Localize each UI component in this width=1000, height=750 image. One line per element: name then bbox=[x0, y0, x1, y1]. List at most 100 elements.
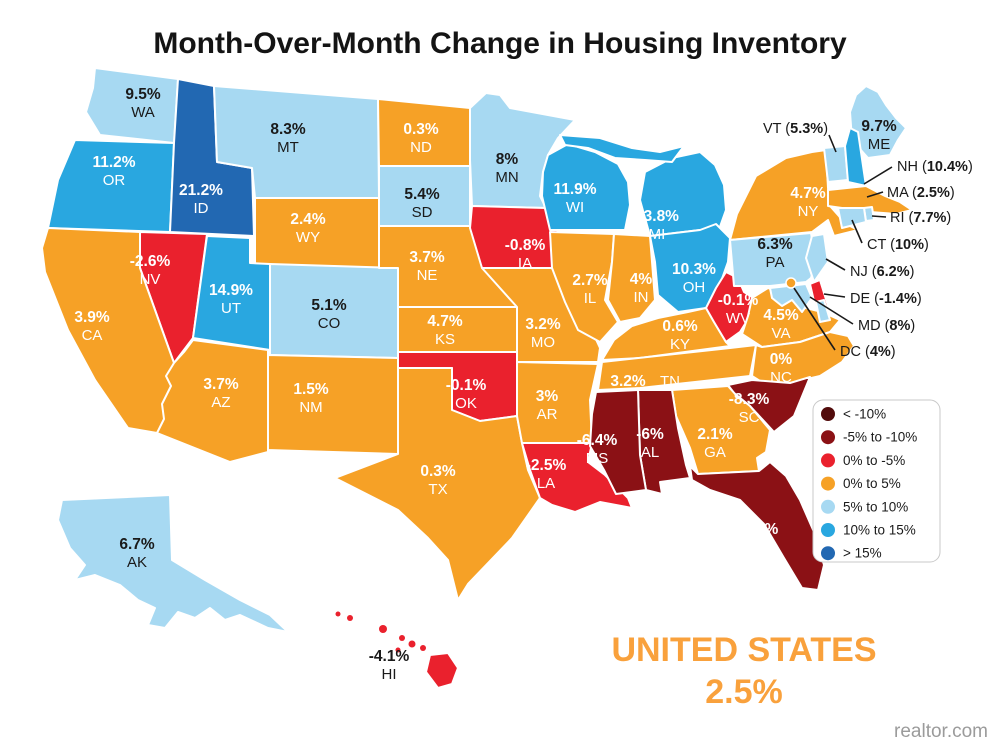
state-AK bbox=[57, 494, 289, 633]
callout-label-MA: MA (2.5%) bbox=[887, 185, 955, 201]
state-label-SC-value: -8.3% bbox=[729, 391, 770, 408]
callout-label-MD: MD (8%) bbox=[858, 318, 915, 334]
state-label-MO-value: 3.2% bbox=[525, 316, 561, 333]
legend-item-10-15: 10% to 15% bbox=[821, 523, 916, 538]
state-label-KS-value: 4.7% bbox=[427, 313, 463, 330]
state-label-AZ-value: 3.7% bbox=[203, 376, 239, 393]
state-label-MS-code: MS bbox=[586, 450, 609, 467]
legend-item-0-neg5: 0% to -5% bbox=[821, 453, 905, 468]
state-label-NV-value: -2.6% bbox=[130, 253, 171, 270]
state-label-IN-value: 4% bbox=[630, 271, 653, 288]
state-label-OH-value: 10.3% bbox=[672, 261, 716, 278]
state-label-WI-code: WI bbox=[566, 199, 584, 216]
state-HI-island bbox=[408, 640, 416, 648]
state-label-PA-code: PA bbox=[766, 254, 785, 271]
state-label-ME-code: ME bbox=[868, 136, 891, 153]
callout-label-NJ: NJ (6.2%) bbox=[850, 264, 915, 280]
state-label-NM-code: NM bbox=[299, 399, 322, 416]
state-label-TX-code: TX bbox=[428, 481, 447, 498]
legend-item-gt15: > 15% bbox=[821, 546, 882, 561]
callout-line-MD bbox=[809, 296, 854, 325]
state-ME bbox=[849, 85, 907, 159]
state-label-OR-value: 11.2% bbox=[92, 154, 135, 171]
state-MI bbox=[559, 134, 685, 163]
state-label-NV-code: NV bbox=[140, 271, 161, 288]
state-DC-dot bbox=[785, 277, 797, 289]
legend-swatch-gt15 bbox=[821, 546, 835, 561]
callout-line-CT bbox=[851, 219, 863, 244]
legend-swatch-0-5 bbox=[821, 476, 835, 491]
state-HI-island bbox=[335, 611, 341, 617]
callout-label-CT: CT (10%) bbox=[867, 237, 929, 253]
state-MD bbox=[815, 299, 831, 323]
callout-label-DC: DC (4%) bbox=[840, 344, 896, 360]
state-label-CO-code: CO bbox=[318, 315, 341, 332]
state-label-GA-value: 2.1% bbox=[697, 426, 733, 443]
state-label-WV-code: WV bbox=[726, 310, 750, 327]
state-label-HI-value: -4.1% bbox=[369, 648, 410, 665]
callout-line-MA bbox=[866, 191, 884, 198]
state-HI-island bbox=[379, 625, 387, 633]
state-label-MI-code: MI bbox=[649, 226, 666, 243]
state-label-LA-value: -2.5% bbox=[526, 457, 567, 474]
state-label-KS-code: KS bbox=[435, 331, 455, 348]
state-label-CA-code: CA bbox=[82, 327, 103, 344]
state-label-ID-code: ID bbox=[194, 200, 209, 217]
state-HI-island bbox=[399, 635, 405, 641]
callout-line-DC bbox=[793, 287, 836, 351]
state-labels-layer: 9.5%WA 11.2%OR 21.2%ID 8.3%MT 2.4%WY -2.6%NV 1… bbox=[74, 86, 897, 683]
state-CT bbox=[837, 207, 867, 229]
state-label-WA-value: 9.5% bbox=[125, 86, 161, 103]
state-label-SC-code: SC bbox=[739, 409, 760, 426]
state-label-CO-value: 5.1% bbox=[311, 297, 347, 314]
callout-label-RI: RI (7.7%) bbox=[890, 210, 951, 226]
state-GA bbox=[671, 385, 771, 475]
state-label-WA-code: WA bbox=[131, 104, 155, 121]
legend-label-lt-neg10: < -10% bbox=[843, 407, 886, 422]
legend-label-0-5: 0% to 5% bbox=[843, 476, 901, 491]
state-label-UT-value: 14.9% bbox=[209, 282, 253, 299]
state-label-UT-code: UT bbox=[221, 300, 241, 317]
state-label-NE-value: 3.7% bbox=[409, 249, 445, 266]
state-label-MN-value: 8% bbox=[496, 151, 519, 168]
state-label-KY-code: KY bbox=[670, 336, 690, 353]
state-label-WV-value: -0.1% bbox=[718, 292, 759, 309]
state-label-OK-value: -0.1% bbox=[446, 377, 487, 394]
callout-line-NJ bbox=[825, 258, 846, 271]
legend-label-5-10: 5% to 10% bbox=[843, 499, 908, 514]
states-layer bbox=[41, 67, 913, 689]
state-label-SD-value: 5.4% bbox=[404, 186, 440, 203]
state-MD bbox=[769, 283, 813, 313]
state-HI-island bbox=[347, 615, 353, 621]
state-label-ID-value: 21.2% bbox=[179, 182, 223, 199]
state-IN bbox=[607, 233, 656, 323]
us-summary-label: UNITED STATES bbox=[611, 631, 876, 669]
state-label-TN-code: TN bbox=[660, 373, 680, 390]
state-label-LA-code: LA bbox=[537, 475, 555, 492]
state-NJ bbox=[805, 233, 829, 283]
callout-line-VT bbox=[828, 134, 837, 153]
legend-swatch-10-15 bbox=[821, 523, 835, 537]
state-HI-island bbox=[420, 645, 426, 651]
legend-item-0-5: 0% to 5% bbox=[821, 476, 901, 491]
legend-label-10-15: 10% to 15% bbox=[843, 523, 916, 538]
state-label-NC-code: NC bbox=[770, 369, 792, 386]
state-NH bbox=[844, 127, 867, 187]
state-label-NC-value: 0% bbox=[770, 351, 793, 368]
legend-box bbox=[812, 399, 941, 563]
state-label-ME-value: 9.7% bbox=[861, 118, 897, 135]
legend-label-gt15: > 15% bbox=[843, 546, 882, 561]
state-label-IA-value: -0.8% bbox=[505, 237, 546, 254]
state-label-WI-value: 11.9% bbox=[553, 181, 596, 198]
state-label-ND-value: 0.3% bbox=[403, 121, 439, 138]
state-HI bbox=[425, 652, 459, 689]
state-label-AR-code: AR bbox=[537, 406, 558, 423]
legend-swatch-5-10 bbox=[821, 499, 835, 514]
state-label-WY-code: WY bbox=[296, 229, 320, 246]
state-WI bbox=[541, 143, 631, 231]
callout-line-RI bbox=[871, 215, 887, 218]
state-label-CA-value: 3.9% bbox=[74, 309, 110, 326]
state-label-ND-code: ND bbox=[410, 139, 432, 156]
state-label-OK-code: OK bbox=[455, 395, 477, 412]
